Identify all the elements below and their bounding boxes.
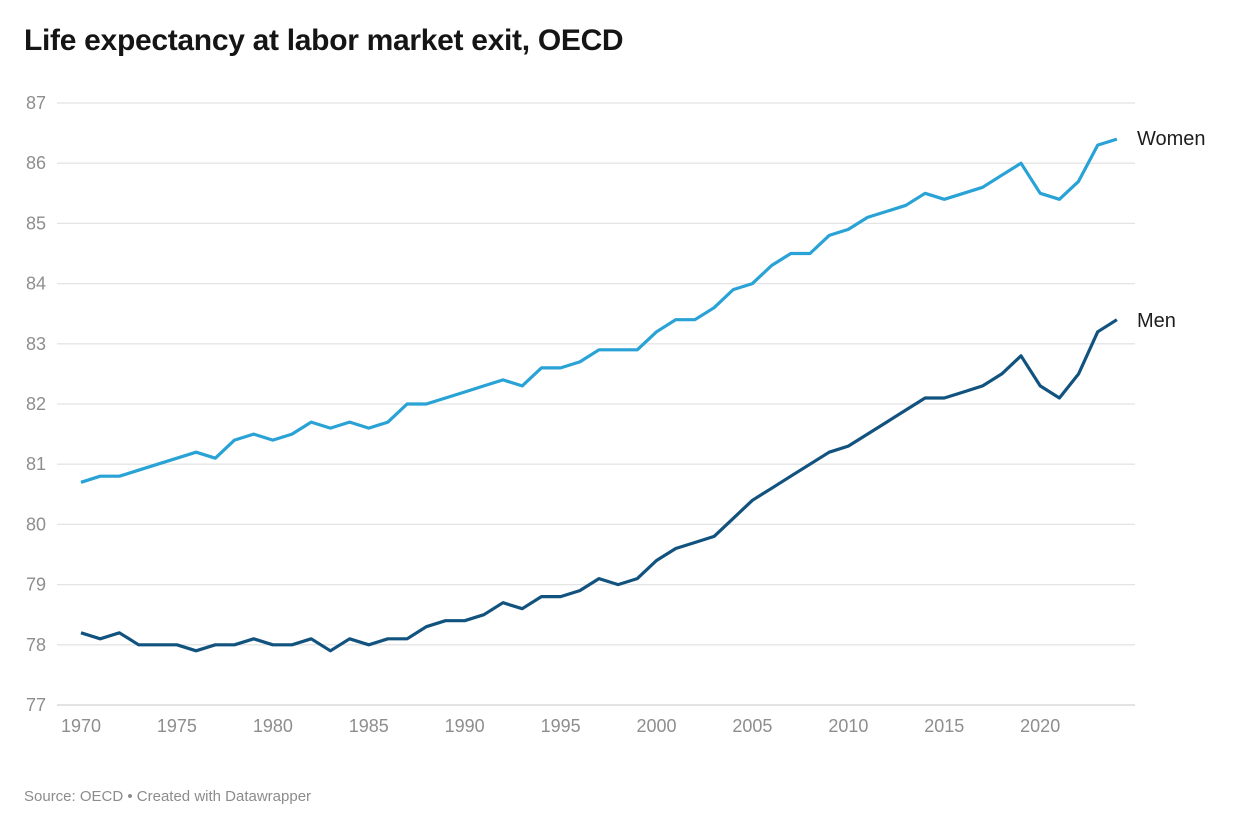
x-tick-label-1980: 1980 xyxy=(253,716,293,736)
y-tick-label-85: 85 xyxy=(26,213,46,233)
x-tick-label-1990: 1990 xyxy=(445,716,485,736)
series-line-men xyxy=(80,318,1118,653)
chart-title: Life expectancy at labor market exit, OE… xyxy=(24,24,624,57)
line-chart: 87 86 85 84 83 82 81 80 79 78 77 1970 1975 1980 1985 19… xyxy=(26,93,1135,736)
y-tick-label-79: 79 xyxy=(26,575,46,595)
x-tick-label-1970: 1970 xyxy=(61,716,101,736)
x-tick-label-1985: 1985 xyxy=(349,716,389,736)
y-tick-label-84: 84 xyxy=(26,274,46,294)
y-tick-label-82: 82 xyxy=(26,394,46,414)
series-label-women: Women xyxy=(1137,128,1206,150)
x-tick-label-1975: 1975 xyxy=(157,716,197,736)
y-tick-label-86: 86 xyxy=(26,153,46,173)
x-tick-label-2005: 2005 xyxy=(732,716,772,736)
x-tick-label-2000: 2000 xyxy=(636,716,676,736)
series-label-men: Men xyxy=(1137,310,1176,332)
y-tick-label-87: 87 xyxy=(26,93,46,113)
y-tick-label-80: 80 xyxy=(26,514,46,534)
y-tick-label-78: 78 xyxy=(26,635,46,655)
x-tick-label-2020: 2020 xyxy=(1020,716,1060,736)
y-tick-label-77: 77 xyxy=(26,695,46,715)
y-tick-label-81: 81 xyxy=(26,454,46,474)
x-tick-label-2010: 2010 xyxy=(828,716,868,736)
x-tick-label-2015: 2015 xyxy=(924,716,964,736)
source-attribution: Source: OECD • Created with Datawrapper xyxy=(24,788,312,805)
x-tick-label-1995: 1995 xyxy=(541,716,581,736)
y-tick-label-83: 83 xyxy=(26,334,46,354)
series-line-women xyxy=(80,137,1118,484)
